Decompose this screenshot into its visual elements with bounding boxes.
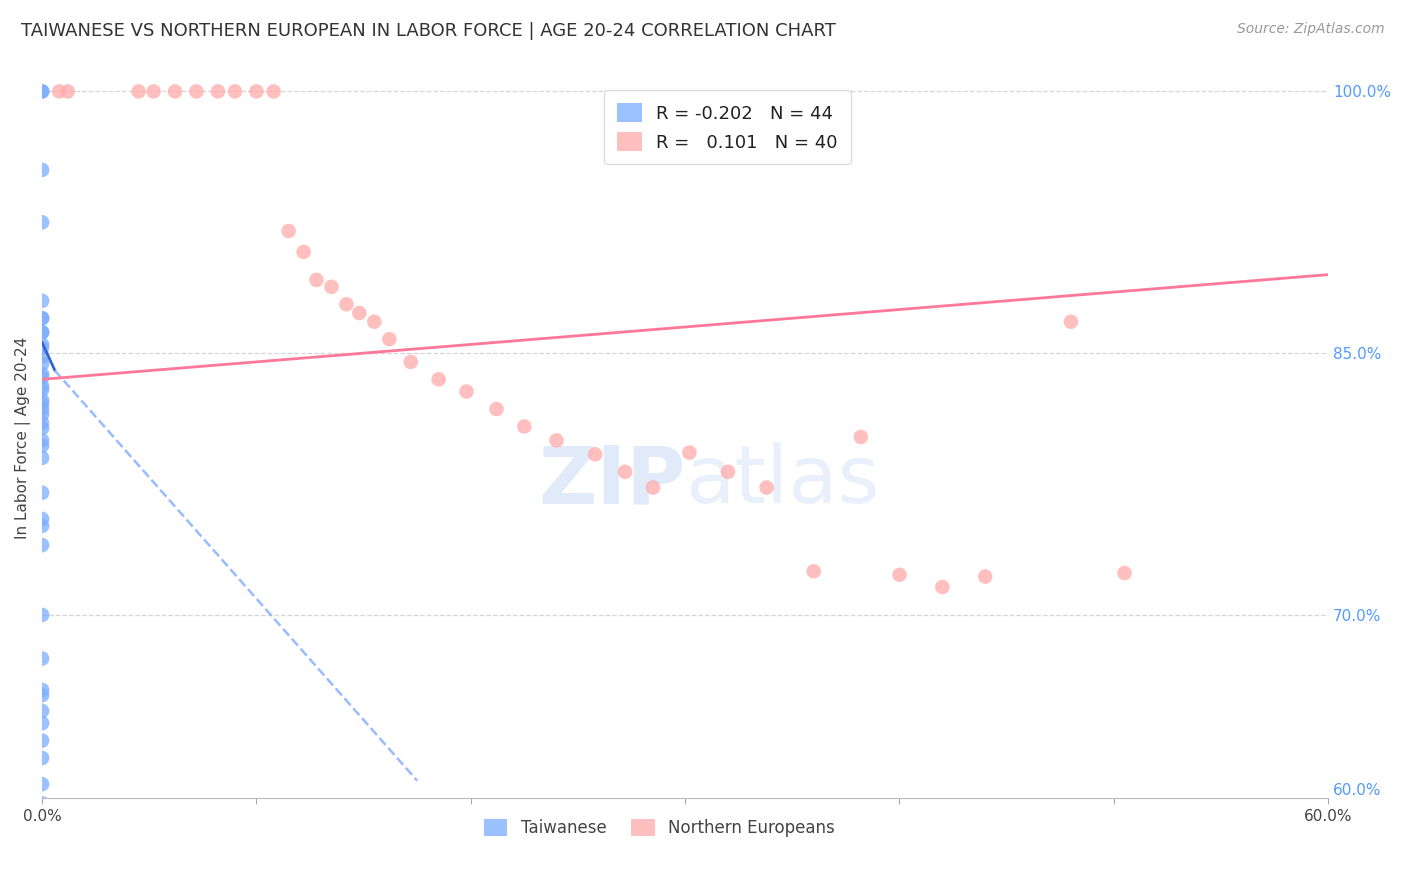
Text: Source: ZipAtlas.com: Source: ZipAtlas.com [1237,22,1385,37]
Point [277,224,299,238]
Point [31,337,53,351]
Point [349,306,371,320]
Point [31,370,53,384]
Point [31,651,53,665]
Point [31,357,53,371]
Point [31,512,53,526]
Point [614,465,637,479]
Point [48,84,70,98]
Point [31,704,53,718]
Point [335,297,357,311]
Point [245,84,267,98]
Point [974,569,997,583]
Point [31,407,53,421]
Point [31,607,53,622]
Point [485,402,508,417]
Point [31,397,53,411]
Point [207,84,229,98]
Point [31,439,53,453]
Point [31,879,53,892]
Point [31,383,53,397]
Point [803,564,825,578]
Point [378,332,401,346]
Point [31,325,53,339]
Point [31,485,53,500]
Point [224,84,246,98]
Point [31,84,53,98]
Point [1114,566,1136,580]
Point [31,450,53,465]
Legend: Taiwanese, Northern Europeans: Taiwanese, Northern Europeans [477,813,841,844]
Text: TAIWANESE VS NORTHERN EUROPEAN IN LABOR FORCE | AGE 20-24 CORRELATION CHART: TAIWANESE VS NORTHERN EUROPEAN IN LABOR … [21,22,837,40]
Text: ZIP: ZIP [538,442,685,520]
Point [399,355,422,369]
Point [717,465,740,479]
Point [849,430,872,444]
Point [31,416,53,430]
Point [31,311,53,326]
Point [427,372,450,386]
Point [31,379,53,393]
Point [31,797,53,811]
Point [31,434,53,448]
Y-axis label: In Labor Force | Age 20-24: In Labor Force | Age 20-24 [15,336,31,539]
Point [31,421,53,435]
Point [1285,873,1308,888]
Point [456,384,478,399]
Point [31,350,53,364]
Point [31,682,53,697]
Point [31,688,53,702]
Point [31,311,53,326]
Point [31,716,53,731]
Text: atlas: atlas [685,442,880,520]
Point [128,84,150,98]
Point [31,215,53,229]
Point [546,434,568,448]
Point [31,538,53,552]
Point [889,567,911,582]
Point [31,84,53,98]
Point [142,84,165,98]
Point [31,341,53,355]
Point [186,84,208,98]
Point [1060,315,1083,329]
Point [31,519,53,533]
Point [31,733,53,747]
Point [31,751,53,765]
Point [641,481,664,495]
Point [31,325,53,339]
Point [31,163,53,178]
Point [31,402,53,417]
Point [163,84,186,98]
Point [583,447,606,461]
Point [263,84,285,98]
Point [931,580,953,594]
Point [678,445,700,459]
Point [31,393,53,408]
Point [31,777,53,791]
Point [363,315,385,329]
Point [56,84,79,98]
Point [513,419,536,434]
Point [31,293,53,308]
Point [1178,873,1201,888]
Point [755,481,778,495]
Point [292,244,315,259]
Point [305,273,328,287]
Point [321,280,343,294]
Point [31,367,53,381]
